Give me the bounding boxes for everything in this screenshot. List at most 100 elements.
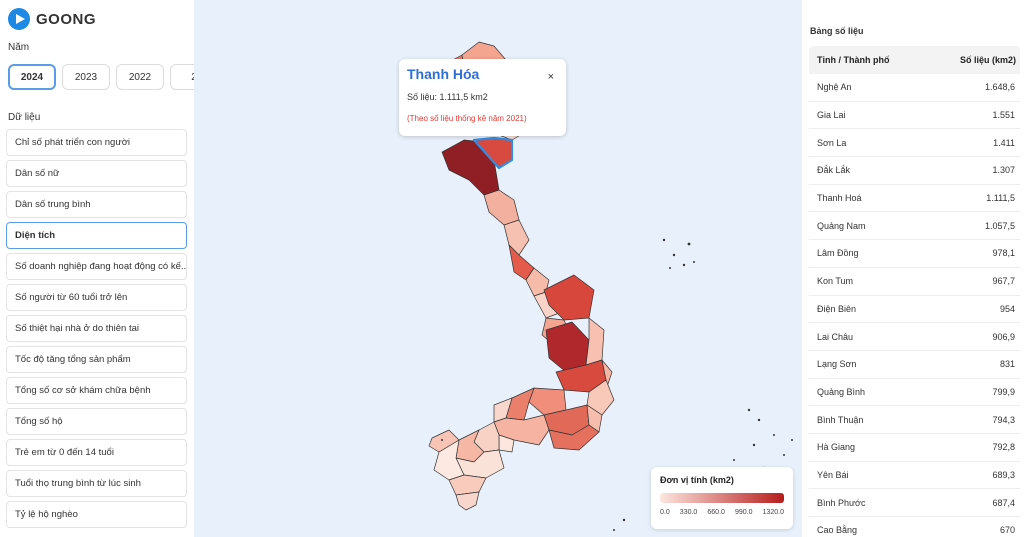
region-mekong-4	[448, 474, 487, 496]
table-row[interactable]: Đắk Lắk 1.307	[809, 157, 1020, 185]
logo-icon	[8, 8, 30, 30]
row-province: Gia Lai	[817, 110, 846, 121]
row-value: 967,7	[992, 276, 1015, 287]
data-item[interactable]: Số doanh nghiệp đang hoạt động có kế...	[6, 253, 187, 280]
legend-ticks: 0.0 330.0 660.0 990.0 1320.0	[660, 509, 784, 516]
data-list: Chỉ số phát triển con người Dân số nữ Dâ…	[6, 129, 187, 532]
region-an-giang	[428, 429, 460, 453]
legend-title: Đơn vị tính (km2)	[660, 475, 734, 485]
row-province: Thanh Hoá	[817, 193, 862, 204]
table-row[interactable]: Bình Phước 687,4	[809, 489, 1020, 517]
table-row[interactable]: Hà Giang 792,8	[809, 434, 1020, 462]
year-selector: 2024 2023 2022 2	[8, 64, 194, 90]
table-title: Bảng số liệu	[810, 26, 864, 36]
row-province: Kon Tum	[817, 276, 854, 287]
region-binh-thuan	[548, 424, 600, 451]
map-legend: Đơn vị tính (km2) 0.0 330.0 660.0 990.0 …	[651, 467, 793, 529]
row-province: Lạng Sơn	[817, 359, 857, 370]
row-value: 794,3	[992, 414, 1015, 425]
row-value: 799,9	[992, 386, 1015, 397]
row-value: 670	[999, 525, 1015, 536]
region-nghe-an	[483, 189, 520, 226]
row-value: 1.551	[992, 110, 1015, 121]
row-value: 831	[999, 359, 1015, 370]
row-value: 978,1	[992, 248, 1015, 259]
region-ha-tinh	[503, 219, 530, 256]
row-province: Cao Bằng	[817, 525, 858, 536]
table-row[interactable]: Nghệ An 1.648,6	[809, 74, 1020, 102]
region-binh-dinh	[585, 317, 605, 366]
row-value: 1.648,6	[984, 82, 1015, 93]
right-panel: Bảng số liệu Tỉnh / Thành phố Số liệu (k…	[802, 0, 1024, 537]
close-icon[interactable]: ×	[547, 71, 554, 83]
year-button-partial[interactable]: 2	[170, 64, 194, 90]
region-gia-lai	[545, 321, 590, 373]
row-province: Đắk Lắk	[817, 165, 851, 176]
row-province: Điện Biên	[817, 303, 857, 314]
legend-tick: 660.0	[707, 509, 725, 516]
region-thanh-hoa	[472, 136, 514, 170]
region-ca-mau	[455, 491, 480, 511]
table-body[interactable]: Nghệ An 1.648,6 Gia Lai 1.551 Sơn La 1.411 Đắk…	[809, 74, 1020, 537]
legend-tick: 1320.0	[762, 509, 784, 516]
table-row[interactable]: Lạng Sơn 831	[809, 351, 1020, 379]
data-item[interactable]: Chỉ số phát triển con người	[6, 129, 187, 156]
table-row[interactable]: Yên Bái 689,3	[809, 462, 1020, 490]
logo: GOONG	[8, 8, 96, 30]
region-quang-tri	[525, 267, 550, 297]
data-item[interactable]: Số thiệt hại nhà ở do thiên tai	[6, 315, 187, 342]
logo-text: GOONG	[36, 10, 97, 28]
table-row[interactable]: Lâm Đồng 978,1	[809, 240, 1020, 268]
year-button-2023[interactable]: 2023	[62, 64, 110, 90]
data-item[interactable]: Dân số trung bình	[6, 191, 187, 218]
row-province: Hà Giang	[817, 442, 856, 453]
data-item-selected[interactable]: Diện tích	[6, 222, 187, 249]
legend-tick: 0.0	[660, 509, 670, 516]
data-item[interactable]: Tốc độ tăng tổng sản phẩm	[6, 346, 187, 373]
region-khanh-hoa	[586, 379, 615, 416]
data-item[interactable]: Trẻ em từ 0 đến 14 tuổi	[6, 439, 187, 466]
table-row[interactable]: Quảng Bình 799,9	[809, 379, 1020, 407]
table-row[interactable]: Cao Bằng 670	[809, 517, 1020, 537]
table-row[interactable]: Lai Châu 906,9	[809, 323, 1020, 351]
row-value: 1.057,5	[984, 220, 1015, 231]
row-value: 954	[999, 303, 1015, 314]
data-item[interactable]: Số người từ 60 tuổi trở lên	[6, 284, 187, 311]
data-item[interactable]: Dân số nữ	[6, 160, 187, 187]
table-header: Tỉnh / Thành phố Số liệu (km2)	[809, 46, 1020, 74]
table-row[interactable]: Quảng Nam 1.057,5	[809, 212, 1020, 241]
row-province: Sơn La	[817, 137, 847, 148]
row-value: 1.111,5	[986, 193, 1015, 204]
table-row[interactable]: Bình Thuận 794,3	[809, 406, 1020, 434]
table-row[interactable]: Thanh Hoá 1.111,5	[809, 185, 1020, 213]
data-item[interactable]: Tuổi thọ trung bình từ lúc sinh	[6, 470, 187, 497]
left-panel: GOONG Năm 2024 2023 2022 2 Dữ liệu Chỉ s…	[0, 0, 194, 537]
legend-tick: 990.0	[734, 509, 753, 516]
row-province: Yên Bái	[817, 469, 849, 480]
row-value: 906,9	[992, 331, 1015, 342]
row-province: Nghệ An	[817, 82, 852, 93]
data-item[interactable]: Tổng số cơ sở khám chữa bệnh	[6, 377, 187, 404]
table-row[interactable]: Điện Biên 954	[809, 296, 1020, 324]
year-section-label: Năm	[8, 42, 30, 53]
data-section-label: Dữ liệu	[8, 112, 41, 123]
popup-title: Thanh Hóa	[407, 66, 480, 82]
row-province: Quảng Bình	[817, 386, 866, 397]
row-province: Quảng Nam	[817, 220, 866, 231]
table-row[interactable]: Sơn La 1.411	[809, 129, 1020, 158]
year-button-2022[interactable]: 2022	[116, 64, 164, 90]
data-item[interactable]: Tỷ lệ hộ nghèo	[6, 501, 187, 528]
row-value: 689,3	[992, 469, 1015, 480]
column-header-value: Số liệu (km2)	[959, 55, 1016, 65]
row-value: 792,8	[992, 442, 1015, 453]
year-button-2024[interactable]: 2024	[8, 64, 56, 90]
legend-gradient	[660, 493, 784, 503]
popup-value: Số liệu: 1.111,5 km2	[407, 92, 488, 102]
row-province: Lâm Đồng	[817, 248, 859, 259]
table-row[interactable]: Gia Lai 1.551	[809, 102, 1020, 130]
table-row[interactable]: Kon Tum 967,7	[809, 268, 1020, 296]
row-value: 1.307	[992, 165, 1015, 176]
data-item[interactable]: Tổng số hộ	[6, 408, 187, 435]
map-canvas[interactable]: Thanh Hóa × Số liệu: 1.111,5 km2 (Theo s…	[194, 0, 802, 537]
